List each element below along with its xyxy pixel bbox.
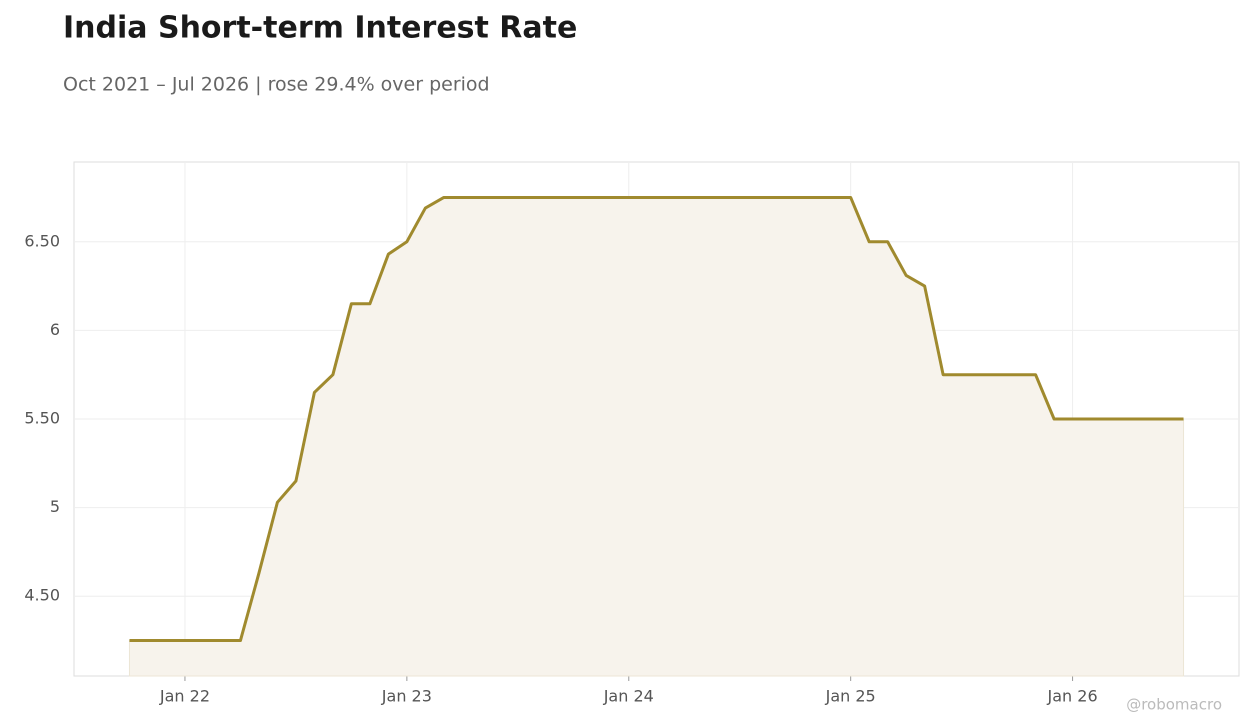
y-tick-label: 6	[50, 320, 60, 339]
x-tick-label: Jan 25	[825, 687, 876, 706]
x-tick-label: Jan 26	[1047, 687, 1098, 706]
x-tick-label: Jan 24	[603, 687, 654, 706]
watermark: @robomacro	[1126, 696, 1222, 714]
line	[129, 195, 1184, 643]
chart-title: India Short-term Interest Rate	[63, 11, 577, 46]
x-tick-label: Jan 22	[159, 687, 210, 706]
chart-subtitle: Oct 2021 – Jul 2026 | rose 29.4% over pe…	[63, 74, 490, 96]
y-tick-label: 5.50	[24, 409, 60, 428]
y-tick-label: 6.50	[24, 231, 60, 250]
x-tick-label: Jan 23	[381, 687, 432, 706]
y-tick-label: 5	[50, 497, 60, 516]
y-tick-label: 4.50	[24, 586, 60, 605]
